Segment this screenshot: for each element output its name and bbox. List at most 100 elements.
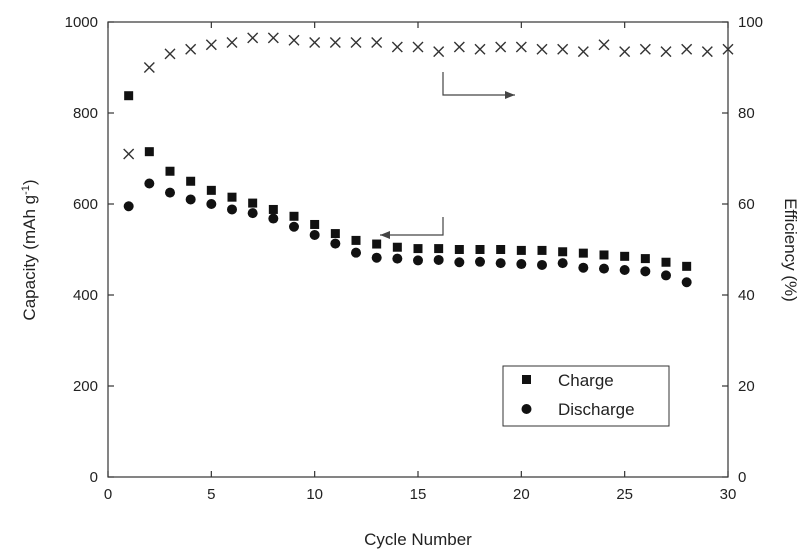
y-right-tick-label: 100	[738, 14, 763, 31]
x-axis-title: Cycle Number	[364, 530, 472, 549]
charge-point	[124, 91, 134, 101]
efficiency-point	[123, 148, 135, 160]
efficiency-point	[619, 46, 631, 58]
charge-point	[392, 242, 402, 252]
discharge-point	[392, 253, 403, 264]
legend-marker-discharge	[521, 404, 532, 414]
annotation-arrow-right-line	[442, 72, 515, 96]
charge-point	[537, 245, 547, 255]
y-left-axis-title-close: )	[20, 179, 39, 185]
efficiency-point	[557, 43, 569, 55]
annotation-arrow-left	[380, 217, 444, 239]
efficiency-point	[329, 36, 341, 48]
efficiency-point	[536, 43, 548, 55]
charge-point	[186, 176, 196, 186]
discharge-point	[557, 258, 568, 269]
discharge-point	[640, 266, 651, 277]
series-charge	[124, 91, 692, 271]
discharge-point	[475, 256, 485, 267]
y-left-tick-label: 400	[73, 287, 98, 304]
efficiency-point	[701, 46, 713, 58]
efficiency-point	[495, 41, 507, 53]
charge-point	[434, 244, 444, 254]
y-right-tick-label: 20	[738, 378, 755, 395]
charge-point	[165, 166, 175, 176]
x-tick-label: 30	[720, 486, 737, 503]
discharge-point	[619, 264, 630, 275]
efficiency-point	[185, 43, 197, 55]
discharge-point	[123, 201, 134, 212]
annotation-arrow-right	[442, 72, 515, 99]
efficiency-point	[660, 46, 672, 58]
charge-point	[475, 245, 485, 254]
discharge-point	[330, 238, 341, 249]
charge-point	[372, 239, 382, 249]
efficiency-point	[143, 62, 155, 73]
annotation-arrow-right-head	[505, 91, 515, 99]
efficiency-point	[598, 39, 610, 51]
discharge-point	[681, 277, 692, 288]
charge-point	[599, 250, 609, 260]
discharge-point	[599, 263, 609, 274]
efficiency-point	[247, 32, 259, 44]
discharge-point	[537, 259, 547, 270]
discharge-point	[185, 194, 196, 205]
x-tick-label: 5	[207, 486, 215, 503]
y-left-tick-label: 200	[73, 378, 98, 395]
discharge-point	[144, 178, 155, 189]
charge-point	[578, 248, 588, 258]
data-marks	[123, 32, 734, 288]
efficiency-point	[453, 41, 465, 53]
legend-label-charge: Charge	[558, 371, 614, 390]
y-left-tick-label: 800	[73, 105, 98, 122]
charge-point	[661, 257, 671, 267]
discharge-point	[289, 221, 299, 232]
discharge-point	[247, 208, 258, 219]
axis-tick-labels: 0 5 10 15 20 25 300200400600800100002040608010…	[65, 14, 763, 503]
discharge-point	[433, 254, 444, 265]
efficiency-point	[205, 39, 217, 51]
charge-point	[640, 254, 650, 264]
annotation-arrow-left-head	[380, 231, 390, 239]
y-left-tick-label: 0	[90, 469, 98, 486]
x-tick-label: 25	[616, 486, 633, 503]
charge-point	[413, 244, 423, 254]
discharge-point	[351, 247, 361, 258]
efficiency-point	[371, 36, 383, 48]
discharge-point	[516, 259, 527, 270]
legend-marker-charge	[522, 375, 531, 384]
x-tick-label: 15	[410, 486, 427, 503]
charge-point	[144, 147, 154, 157]
charge-point	[454, 245, 464, 254]
discharge-point	[413, 255, 423, 266]
legend: Charge Discharge	[502, 365, 670, 427]
series-discharge	[123, 178, 692, 288]
discharge-point	[309, 229, 320, 240]
discharge-point	[227, 204, 237, 215]
y-right-tick-label: 60	[738, 196, 755, 213]
x-tick-label: 0	[104, 486, 112, 503]
efficiency-point	[309, 36, 321, 48]
y-right-tick-label: 80	[738, 105, 755, 122]
discharge-point	[495, 258, 506, 269]
efficiency-point	[433, 46, 445, 58]
charge-point	[620, 251, 630, 261]
efficiency-point	[577, 46, 589, 58]
charge-point	[330, 229, 340, 239]
discharge-point	[371, 252, 382, 263]
discharge-point	[454, 257, 465, 268]
y-right-axis-title: Efficiency (%)	[781, 198, 800, 302]
y-left-axis-title-sup: -1	[20, 185, 32, 195]
efficiency-point	[288, 34, 300, 46]
efficiency-point	[350, 36, 362, 48]
legend-label-discharge: Discharge	[558, 400, 635, 419]
y-right-tick-label: 40	[738, 287, 755, 304]
discharge-point	[165, 187, 175, 198]
x-tick-label: 10	[306, 486, 323, 503]
charge-point	[558, 247, 568, 257]
charge-point	[248, 198, 258, 208]
charge-point	[496, 245, 506, 254]
charge-point	[516, 245, 526, 255]
efficiency-point	[412, 41, 424, 53]
x-tick-label: 20	[513, 486, 530, 503]
